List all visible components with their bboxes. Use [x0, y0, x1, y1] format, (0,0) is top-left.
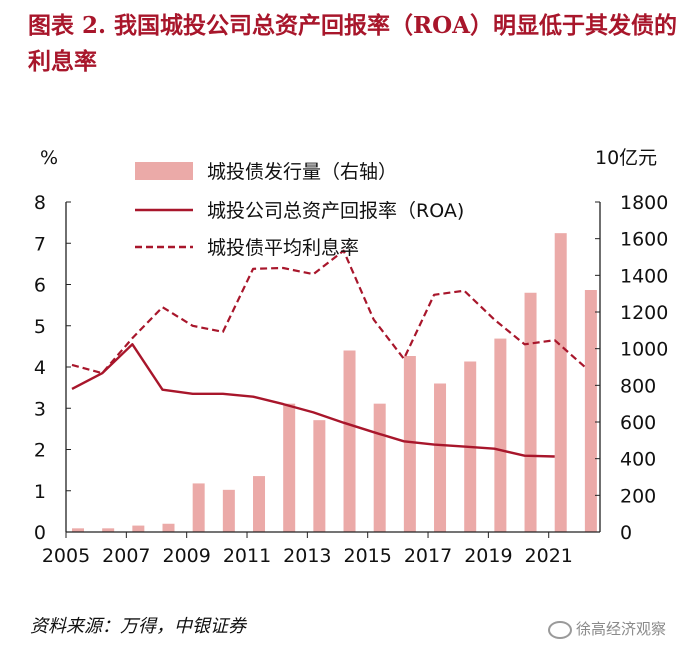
left-axis-unit: % — [40, 147, 58, 169]
bar-2006 — [102, 528, 115, 532]
left-tick-label: 2 — [34, 440, 46, 462]
bar-2020 — [524, 292, 537, 532]
line-series-layer — [71, 249, 586, 458]
left-tick-label: 7 — [34, 233, 46, 255]
right-tick-label: 200 — [620, 485, 656, 507]
interest-rate-line — [71, 249, 586, 375]
x-tick-label: 2005 — [42, 545, 90, 567]
x-tick-label: 2019 — [464, 545, 512, 567]
x-tick-label: 2021 — [525, 545, 573, 567]
axes-layer: 0 1 2 3 4 5 6 7 8 0 200 400 600 800 1000 1200 1400 1600 18… — [34, 147, 668, 567]
bar-2017 — [434, 383, 447, 532]
legend-label: 城投债发行量（右轴） — [207, 161, 397, 183]
roa-line — [71, 343, 555, 458]
bar-2019 — [494, 338, 507, 532]
left-tick-label: 3 — [34, 398, 46, 420]
x-tick-label: 2017 — [404, 545, 452, 567]
source-note: 资料来源：万得，中银证券 — [30, 616, 246, 637]
bar-2015 — [373, 403, 386, 532]
watermark: 徐高经济观察 — [548, 618, 666, 639]
bar-2016 — [403, 356, 416, 532]
bar-2012 — [283, 403, 296, 532]
right-tick-label: 1200 — [620, 302, 668, 324]
right-tick-label: 1600 — [620, 229, 668, 251]
bar-2010 — [222, 489, 235, 532]
bar-2022 — [584, 290, 597, 532]
bar-series-layer — [72, 233, 597, 532]
right-tick-label: 1400 — [620, 265, 668, 287]
chart-title: 图表 2. 我国城投公司总资产回报率（ROA）明显低于其发债的利息率 — [28, 12, 678, 75]
bar-2021 — [554, 233, 567, 532]
left-tick-label: 0 — [34, 522, 46, 544]
right-tick-label: 600 — [620, 412, 656, 434]
left-tick-label: 4 — [34, 357, 46, 379]
right-tick-label: 800 — [620, 375, 656, 397]
wechat-icon — [548, 620, 572, 639]
left-tick-label: 1 — [34, 481, 46, 503]
bar-2008 — [162, 523, 175, 532]
bar-2005 — [72, 528, 84, 532]
legend-label: 城投公司总资产回报率（ROA) — [207, 200, 464, 222]
watermark-text: 徐高经济观察 — [576, 620, 667, 638]
right-tick-label: 0 — [620, 522, 632, 544]
x-tick-label: 2015 — [344, 545, 392, 567]
right-axis-unit: 10亿元 — [595, 147, 657, 169]
x-tick-label: 2013 — [283, 545, 331, 567]
legend: 城投债发行量（右轴） 城投公司总资产回报率（ROA) 城投债平均利息率 — [135, 161, 464, 259]
bar-2014 — [343, 350, 356, 532]
legend-label: 城投债平均利息率 — [207, 237, 359, 259]
right-tick-label: 400 — [620, 449, 656, 471]
bar-2009 — [192, 483, 205, 532]
left-tick-label: 6 — [34, 275, 46, 297]
x-tick-label: 2007 — [102, 545, 150, 567]
left-tick-label: 8 — [34, 192, 46, 214]
right-tick-label: 1800 — [620, 192, 668, 214]
legend-swatch-bar — [135, 162, 193, 180]
x-tick-label: 2009 — [162, 545, 210, 567]
bar-2007 — [132, 525, 145, 532]
right-tick-label: 1000 — [620, 339, 668, 361]
x-tick-label: 2011 — [223, 545, 271, 567]
bar-2011 — [253, 476, 266, 532]
bar-2013 — [313, 420, 326, 532]
left-tick-label: 5 — [34, 316, 46, 338]
chart-area: 0 1 2 3 4 5 6 7 8 0 200 400 600 800 1000 1200 1400 1600 18… — [34, 147, 668, 567]
